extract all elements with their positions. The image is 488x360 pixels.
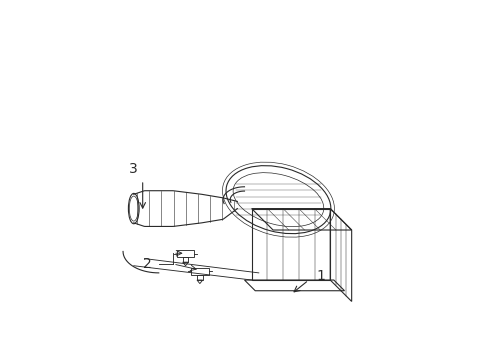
Text: 1: 1	[315, 269, 324, 283]
Text: 2: 2	[142, 257, 151, 271]
Text: 3: 3	[129, 162, 138, 176]
